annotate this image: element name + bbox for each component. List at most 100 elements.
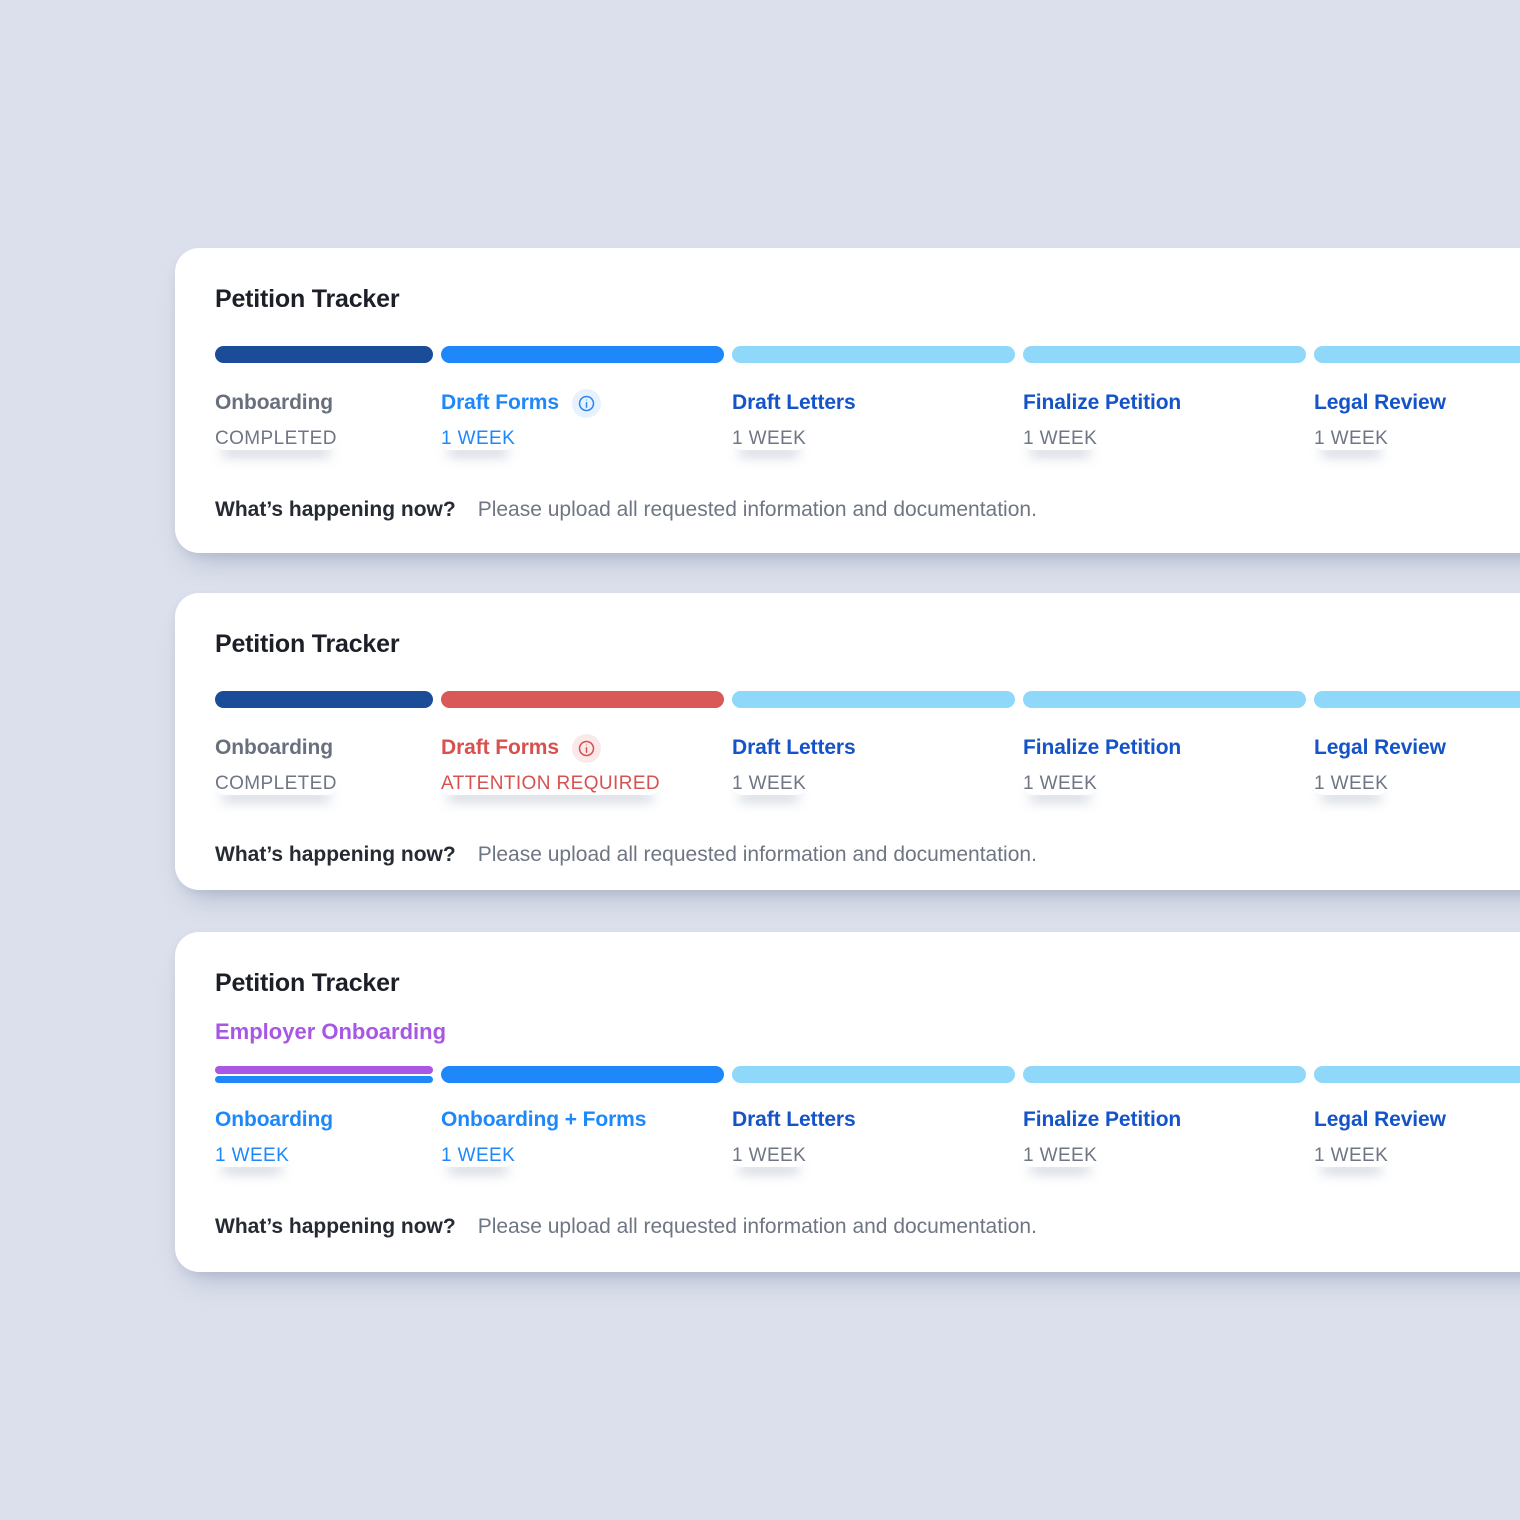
stage-status-text: 1 WEEK [1314, 773, 1389, 794]
stage-name-text: Legal Review [1314, 391, 1446, 414]
card-title: Petition Tracker [215, 630, 400, 658]
stage-onboarding: Onboarding 1 WEEK [215, 1107, 441, 1167]
stage-name: Draft Forms [441, 733, 732, 763]
stage-draft-letters: Draft Letters 1 WEEK [732, 735, 1023, 795]
info-icon[interactable] [571, 733, 601, 763]
whats-happening-label: What’s happening now? [215, 843, 456, 866]
card-title: Petition Tracker [215, 285, 400, 313]
stage-status: 1 WEEK [1314, 1145, 1520, 1167]
progress-segment-draft-letters [732, 1066, 1015, 1083]
stage-status: 1 WEEK [1314, 428, 1520, 450]
progress-track [215, 1066, 1520, 1083]
stage-status-text: 1 WEEK [1314, 428, 1389, 449]
progress-track [215, 346, 1520, 363]
whats-happening-row: What’s happening now? Please upload all r… [215, 842, 1520, 868]
stage-finalize-petition: Finalize Petition 1 WEEK [1023, 735, 1314, 795]
petition-tracker-card-3: Petition Tracker Employer Onboarding Onb… [175, 932, 1520, 1272]
progress-segment-draft-forms-alert [441, 691, 724, 708]
stage-name-text: Onboarding [215, 1108, 333, 1131]
stage-status: 1 WEEK [1314, 773, 1520, 795]
stage-status-text: 1 WEEK [1314, 1145, 1389, 1166]
stage-status-text: 1 WEEK [1023, 428, 1098, 449]
stage-onboarding-forms: Onboarding + Forms 1 WEEK [441, 1107, 732, 1167]
stage-draft-letters: Draft Letters 1 WEEK [732, 390, 1023, 450]
stage-status: 1 WEEK [1023, 428, 1314, 450]
whats-happening-text: Please upload all requested information … [477, 1215, 1037, 1238]
stage-name: Draft Letters [732, 735, 1023, 761]
stage-name: Onboarding + Forms [441, 1107, 732, 1133]
stage-legal-review: Legal Review 1 WEEK [1314, 1107, 1520, 1167]
progress-track [215, 691, 1520, 708]
stage-name: Draft Forms [441, 388, 732, 418]
stage-status-text: ATTENTION REQUIRED [441, 773, 661, 794]
stage-name: Onboarding [215, 735, 441, 761]
stage-label-row: Onboarding COMPLETED Draft Forms 1 WEEK … [215, 388, 1520, 450]
progress-segment-employer-onboarding [215, 1066, 433, 1083]
whats-happening-row: What’s happening now? Please upload all r… [215, 1214, 1520, 1240]
phase-label: Employer Onboarding [215, 1019, 447, 1044]
stage-name-text: Legal Review [1314, 1108, 1446, 1131]
stage-finalize-petition: Finalize Petition 1 WEEK [1023, 390, 1314, 450]
progress-segment-finalize-petition [1023, 691, 1306, 708]
stage-name: Onboarding [215, 1107, 441, 1133]
petition-tracker-card-2: Petition Tracker Onboarding COMPLETED Dr… [175, 593, 1520, 890]
stage-status: 1 WEEK [1023, 773, 1314, 795]
stage-name-text: Legal Review [1314, 736, 1446, 759]
stage-draft-letters: Draft Letters 1 WEEK [732, 1107, 1023, 1167]
progress-subsegment-onboarding [215, 1075, 433, 1083]
stage-onboarding: Onboarding COMPLETED [215, 390, 441, 450]
stage-status: 1 WEEK [215, 1145, 441, 1167]
stage-status: ATTENTION REQUIRED [441, 773, 732, 795]
progress-subsegment-employer [215, 1066, 433, 1074]
stage-label-row: Onboarding COMPLETED Draft Forms ATTENTI… [215, 733, 1520, 795]
stage-name: Legal Review [1314, 1107, 1520, 1133]
stage-status: 1 WEEK [732, 1145, 1023, 1167]
stage-status-text: COMPLETED [215, 428, 337, 449]
stage-status-text: 1 WEEK [1023, 1145, 1098, 1166]
stage-name: Draft Letters [732, 1107, 1023, 1133]
stage-status: COMPLETED [215, 428, 441, 450]
stage-name-text: Draft Forms [441, 736, 559, 759]
progress-segment-legal-review [1314, 346, 1520, 363]
stage-status-text: 1 WEEK [1023, 773, 1098, 794]
progress-segment-legal-review [1314, 1066, 1520, 1083]
stage-name-text: Onboarding + Forms [441, 1108, 647, 1131]
stage-name-text: Finalize Petition [1023, 391, 1182, 414]
stage-finalize-petition: Finalize Petition 1 WEEK [1023, 1107, 1314, 1167]
stage-status-text: 1 WEEK [732, 1145, 807, 1166]
info-icon[interactable] [571, 388, 601, 418]
stage-status-text: 1 WEEK [441, 1145, 516, 1166]
progress-segment-draft-letters [732, 346, 1015, 363]
stage-status-text: 1 WEEK [732, 773, 807, 794]
card-title: Petition Tracker [215, 969, 400, 997]
stage-name: Legal Review [1314, 390, 1520, 416]
stage-name-text: Finalize Petition [1023, 1108, 1182, 1131]
stage-legal-review: Legal Review 1 WEEK [1314, 390, 1520, 450]
stage-name-text: Draft Letters [732, 736, 856, 759]
stage-status: 1 WEEK [1023, 1145, 1314, 1167]
stage-name-text: Draft Forms [441, 391, 559, 414]
progress-segment-onboarding-forms [441, 1066, 724, 1083]
stage-name-text: Onboarding [215, 391, 333, 414]
stage-name-text: Onboarding [215, 736, 333, 759]
progress-segment-draft-letters [732, 691, 1015, 708]
stage-name: Finalize Petition [1023, 735, 1314, 761]
stage-name: Onboarding [215, 390, 441, 416]
stage-status: 1 WEEK [441, 428, 732, 450]
stage-name-text: Draft Letters [732, 1108, 856, 1131]
stage-name-text: Draft Letters [732, 391, 856, 414]
whats-happening-row: What’s happening now? Please upload all r… [215, 497, 1520, 523]
stage-name-text: Finalize Petition [1023, 736, 1182, 759]
stage-status-text: 1 WEEK [732, 428, 807, 449]
stage-status: 1 WEEK [732, 428, 1023, 450]
progress-segment-draft-forms [441, 346, 724, 363]
stage-draft-forms: Draft Forms 1 WEEK [441, 388, 732, 450]
petition-tracker-card-1: Petition Tracker Onboarding COMPLETED Dr… [175, 248, 1520, 553]
stage-label-row: Onboarding 1 WEEK Onboarding + Forms 1 W… [215, 1107, 1520, 1167]
whats-happening-text: Please upload all requested information … [477, 498, 1037, 521]
stage-name: Finalize Petition [1023, 390, 1314, 416]
stage-name: Legal Review [1314, 735, 1520, 761]
stage-name: Finalize Petition [1023, 1107, 1314, 1133]
stage-status: 1 WEEK [441, 1145, 732, 1167]
whats-happening-label: What’s happening now? [215, 1215, 456, 1238]
